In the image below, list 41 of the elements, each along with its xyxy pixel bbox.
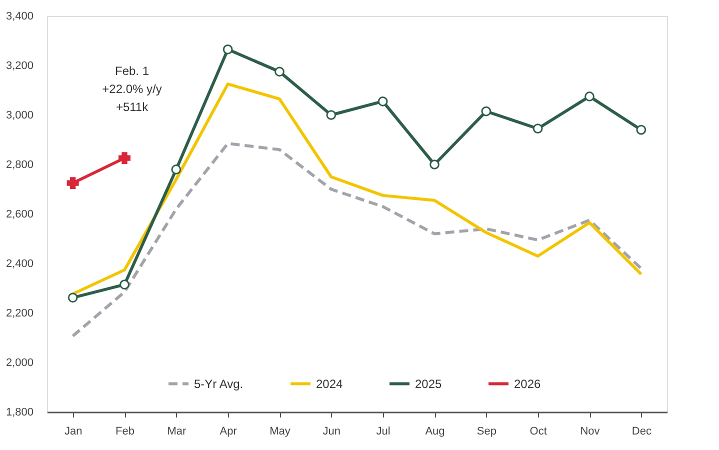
x-tick-label: Apr	[220, 426, 238, 438]
point	[274, 66, 284, 77]
y-tick-label: 2,400	[6, 258, 34, 270]
point	[636, 124, 646, 135]
y-tick-label: 2,000	[6, 357, 34, 369]
x-tick-label: May	[270, 426, 291, 438]
point	[171, 164, 182, 174]
annotation: Feb. 1 +22.0% y/y +511k	[102, 64, 162, 114]
y-tick-label: 1,800	[6, 406, 34, 418]
y-tick-label: 2,800	[6, 159, 34, 171]
x-tick-label: Dec	[632, 426, 652, 438]
legend-label: 2026	[514, 376, 542, 391]
point	[68, 292, 78, 303]
x-tick-label: Jun	[322, 426, 341, 438]
line-series	[71, 142, 643, 338]
x-tick-label: Oct	[530, 426, 547, 438]
y-tick-label: 3,200	[6, 60, 34, 72]
point	[584, 92, 594, 102]
point	[481, 106, 492, 116]
x-tick-label: Jan	[64, 426, 82, 438]
x-tick-label: Jul	[376, 426, 390, 438]
point	[222, 44, 233, 54]
point	[326, 110, 336, 120]
legend-label: 5-Yr Avg.	[194, 376, 244, 391]
x-tick-label: Sep	[476, 426, 496, 438]
y-tick-label: 3,000	[6, 110, 34, 122]
legend-label: 2025	[415, 376, 442, 391]
x-tick-label: Mar	[167, 426, 186, 438]
y-tick-label: 3,400	[6, 10, 34, 22]
x-tick-label: Nov	[580, 426, 600, 438]
point	[118, 152, 130, 164]
y-tick-label: 2,200	[6, 308, 34, 320]
point	[430, 160, 440, 170]
point	[120, 280, 130, 290]
point	[66, 177, 79, 190]
legend-label: 2024	[316, 376, 344, 391]
y-tick-label: 2,600	[6, 208, 34, 220]
point	[532, 124, 543, 134]
x-tick-label: Feb	[116, 426, 134, 438]
point	[378, 96, 388, 106]
x-tick-label: Aug	[425, 426, 445, 438]
